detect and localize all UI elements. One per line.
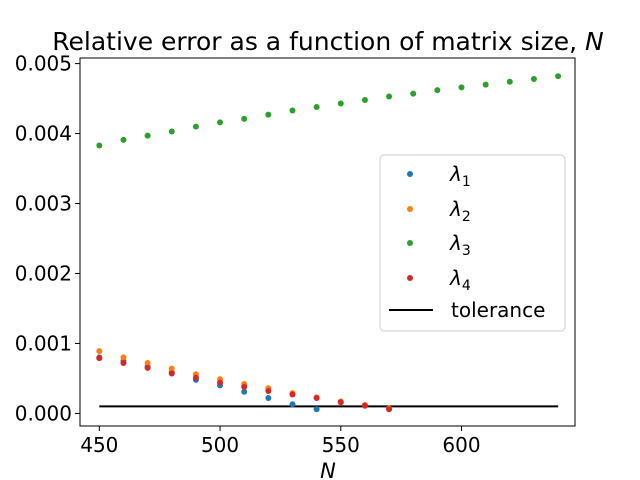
x-axis-label: N <box>320 459 336 480</box>
x-tick-label: 500 <box>201 433 239 457</box>
data-point <box>386 93 393 100</box>
chart-title: Relative error as a function of matrix s… <box>52 27 604 56</box>
data-point <box>265 395 272 402</box>
legend: λ1 λ2 λ3 λ4 tolerance <box>379 154 566 332</box>
data-point <box>120 136 127 143</box>
plot-frame <box>79 57 576 427</box>
legend-marker <box>407 240 413 246</box>
legend-item-tolerance: tolerance <box>389 298 545 322</box>
data-point <box>96 142 103 149</box>
legend-marker <box>407 171 413 177</box>
y-tick-label: 0.005 <box>15 52 72 76</box>
data-point <box>241 115 248 122</box>
data-point <box>168 128 175 135</box>
series-lambda-3 <box>96 73 562 149</box>
data-point <box>241 388 248 395</box>
legend-item-lambda-1: λ1 <box>407 162 471 190</box>
x-tick-label: 600 <box>442 433 480 457</box>
data-point <box>313 395 320 402</box>
legend-label: λ1 <box>449 162 471 190</box>
data-point <box>120 360 127 367</box>
legend-box <box>379 154 566 332</box>
data-point <box>530 75 537 82</box>
data-point <box>217 379 224 386</box>
data-point <box>289 401 296 408</box>
x-axis: 450 500 550 600 <box>80 426 481 457</box>
legend-label: λ2 <box>449 197 471 225</box>
legend-marker <box>407 206 413 212</box>
series-lambda-1 <box>96 354 320 413</box>
data-point <box>96 348 103 355</box>
legend-item-lambda-2: λ2 <box>407 197 471 225</box>
data-point <box>192 374 199 381</box>
data-point <box>361 96 368 103</box>
x-tick-label: 550 <box>322 433 360 457</box>
legend-label: λ4 <box>449 266 471 294</box>
data-point <box>144 132 151 139</box>
data-point <box>482 81 489 88</box>
y-tick-label: 0.000 <box>15 401 72 425</box>
data-point <box>313 103 320 110</box>
data-point <box>458 84 465 91</box>
data-point <box>96 355 103 362</box>
y-tick-label: 0.003 <box>15 192 72 216</box>
legend-label: λ3 <box>449 231 471 259</box>
y-tick-label: 0.002 <box>15 261 72 285</box>
data-point <box>120 354 127 361</box>
data-point <box>337 399 344 406</box>
data-point <box>337 100 344 107</box>
legend-label: tolerance <box>451 298 545 322</box>
data-point <box>168 365 175 372</box>
y-tick-label: 0.004 <box>15 122 72 146</box>
data-point <box>265 388 272 395</box>
data-point <box>361 402 368 409</box>
y-axis: 0.000 0.001 0.002 0.003 0.004 0.005 <box>15 52 80 425</box>
data-point <box>289 107 296 114</box>
data-point <box>313 406 320 413</box>
data-point <box>144 364 151 371</box>
data-point <box>168 370 175 377</box>
y-tick-label: 0.001 <box>15 331 72 355</box>
legend-marker <box>407 275 413 281</box>
plot-area <box>79 57 576 427</box>
data-point <box>217 119 224 126</box>
legend-item-lambda-4: λ4 <box>407 266 471 294</box>
data-point <box>386 406 393 413</box>
data-point <box>506 78 513 85</box>
data-point <box>434 87 441 94</box>
data-point <box>241 383 248 390</box>
x-tick-label: 450 <box>80 433 118 457</box>
series-lambda-4 <box>96 355 393 413</box>
data-point <box>265 111 272 118</box>
data-point <box>410 90 417 97</box>
data-point <box>144 360 151 367</box>
data-point <box>289 391 296 398</box>
data-point <box>192 123 199 130</box>
series-lambda-2 <box>96 348 393 412</box>
data-point <box>555 73 562 80</box>
legend-item-lambda-3: λ3 <box>407 231 471 259</box>
